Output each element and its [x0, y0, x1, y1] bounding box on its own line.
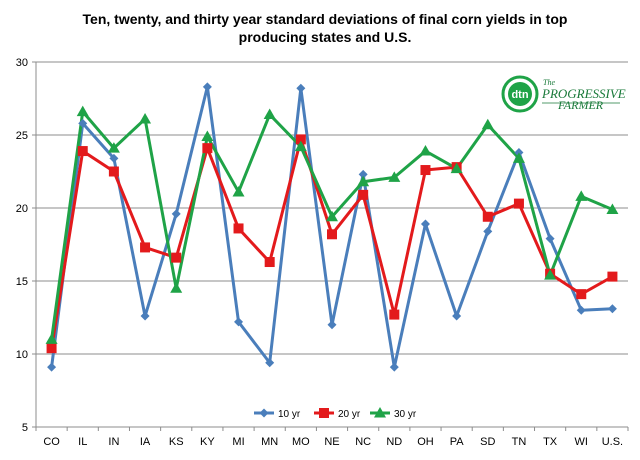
data-point-30-yr-ia — [139, 112, 152, 124]
series-markers — [45, 82, 619, 372]
x-tick-label-mo: MO — [292, 436, 310, 448]
data-point-20-yr-ne — [327, 229, 337, 240]
x-tick-label-ia: IA — [140, 436, 151, 448]
data-point-10-yr-pa — [452, 311, 462, 321]
data-point-20-yr-ks — [171, 252, 182, 263]
data-point-10-yr-il — [78, 118, 88, 128]
chart-title-line-2: producing states and U.S. — [239, 29, 412, 45]
legend-label-20-yr: 20 yr — [338, 409, 361, 420]
y-tick-label: 5 — [22, 422, 28, 434]
y-tick-label: 20 — [16, 203, 28, 215]
x-tick-label-wi: WI — [575, 436, 588, 448]
x-tick-label-ne: NE — [324, 436, 339, 448]
x-tick-label-pa: PA — [450, 436, 465, 448]
data-point-20-yr-oh — [420, 165, 431, 176]
data-point-30-yr-pa — [450, 162, 463, 174]
data-point-10-yr-ne — [327, 320, 337, 330]
y-tick-label: 30 — [16, 57, 28, 69]
data-point-20-yr-tn — [513, 198, 524, 209]
logo-badge-text: dtn — [511, 89, 528, 101]
x-tick-label-mn: MN — [261, 436, 278, 448]
data-point-10-yr-co — [47, 362, 57, 372]
x-tick-label-oh: OH — [417, 436, 434, 448]
x-tick-label-nd: ND — [386, 436, 402, 448]
data-point-20-yr-sd — [482, 211, 493, 222]
data-point-10-yr-ia — [140, 311, 150, 321]
dtn-badge-icon — [501, 75, 539, 113]
data-point-20-yr-in — [108, 166, 119, 177]
data-point-10-yr-in — [109, 153, 119, 163]
y-tick-label: 25 — [16, 130, 28, 142]
logo-progressive: PROGRESSIVE — [541, 86, 626, 101]
data-point-30-yr-wi — [575, 190, 588, 201]
data-point-10-yr-mo — [296, 83, 306, 93]
x-tick-label-ky: KY — [200, 436, 215, 448]
data-point-30-yr-mo — [294, 140, 307, 152]
data-point-10-yr-wi — [576, 305, 586, 315]
logo-the: The — [543, 78, 555, 87]
data-point-20-yr-mi — [233, 223, 244, 234]
data-point-10-yr-mn — [265, 358, 275, 368]
logo-farmer: FARMER — [557, 98, 604, 112]
legend-marker-20-yr — [319, 408, 329, 418]
data-point-20-yr-mn — [264, 257, 275, 268]
data-point-30-yr-tx — [544, 269, 557, 280]
x-tick-label-nc: NC — [355, 436, 371, 448]
data-point-30-yr-co — [45, 333, 58, 344]
legend-marker-30-yr — [374, 407, 386, 418]
data-point-30-yr-ks — [170, 282, 183, 293]
data-point-30-yr-ne — [326, 210, 338, 222]
x-tick-label-il: IL — [78, 436, 87, 448]
data-point-20-yr-nc — [358, 189, 369, 200]
data-point-20-yr-il — [77, 146, 88, 157]
x-tick-label-mi: MI — [232, 436, 244, 448]
data-point-10-yr-ky — [202, 82, 212, 92]
axes — [32, 61, 629, 431]
data-point-20-yr-ia — [140, 242, 151, 253]
data-point-10-yr-nc — [358, 169, 368, 179]
data-point-20-yr-mo — [295, 134, 306, 145]
y-tick-label: 10 — [16, 349, 28, 361]
data-point-30-yr-mn — [263, 108, 276, 120]
data-point-30-yr-nd — [388, 171, 401, 182]
data-point-30-yr-mi — [232, 185, 245, 197]
data-point-30-yr-il — [76, 105, 89, 117]
chart-title-line-1: Ten, twenty, and thirty year standard de… — [83, 11, 568, 27]
x-tick-label-in: IN — [108, 436, 119, 448]
x-tick-label-us: U.S. — [602, 436, 623, 448]
data-point-10-yr-ks — [171, 209, 181, 219]
data-point-20-yr-us — [607, 271, 618, 282]
data-point-20-yr-co — [46, 343, 57, 354]
legend: 10 yr 20 yr 30 yr — [254, 407, 417, 420]
legend-marker-10-yr — [259, 408, 269, 418]
y-tick-labels: 5 10 15 20 25 30 — [16, 57, 28, 434]
x-tick-label-ks: KS — [169, 436, 184, 448]
data-point-10-yr-mi — [234, 317, 244, 327]
data-point-10-yr-tx — [545, 234, 555, 244]
y-tick-label: 15 — [16, 276, 28, 288]
legend-label-10-yr: 10 yr — [278, 409, 301, 420]
x-tick-labels: CO IL IN IA KS KY MI MN MO NE NC ND OH PA SD TN TX WI U.S. — [43, 436, 623, 448]
x-tick-label-tx: TX — [543, 436, 558, 448]
data-point-30-yr-oh — [419, 145, 432, 156]
x-tick-label-tn: TN — [512, 436, 527, 448]
data-point-20-yr-wi — [576, 289, 587, 300]
data-point-10-yr-us — [607, 304, 617, 314]
data-point-10-yr-nd — [389, 362, 399, 372]
data-point-30-yr-nc — [357, 175, 370, 187]
x-tick-label-co: CO — [43, 436, 60, 448]
legend-label-30-yr: 30 yr — [394, 409, 417, 420]
data-point-20-yr-nd — [389, 309, 400, 320]
data-point-30-yr-tn — [512, 152, 525, 163]
data-point-30-yr-in — [107, 142, 120, 153]
data-point-30-yr-us — [606, 203, 619, 214]
data-point-30-yr-sd — [481, 118, 494, 130]
data-point-10-yr-oh — [420, 219, 430, 229]
dtn-progressive-farmer-logo: dtn The PROGRESSIVE FARMER — [501, 75, 626, 113]
data-point-10-yr-sd — [483, 226, 493, 236]
data-point-20-yr-ky — [202, 143, 213, 154]
data-point-30-yr-ky — [201, 130, 214, 141]
x-tick-label-sd: SD — [480, 436, 495, 448]
